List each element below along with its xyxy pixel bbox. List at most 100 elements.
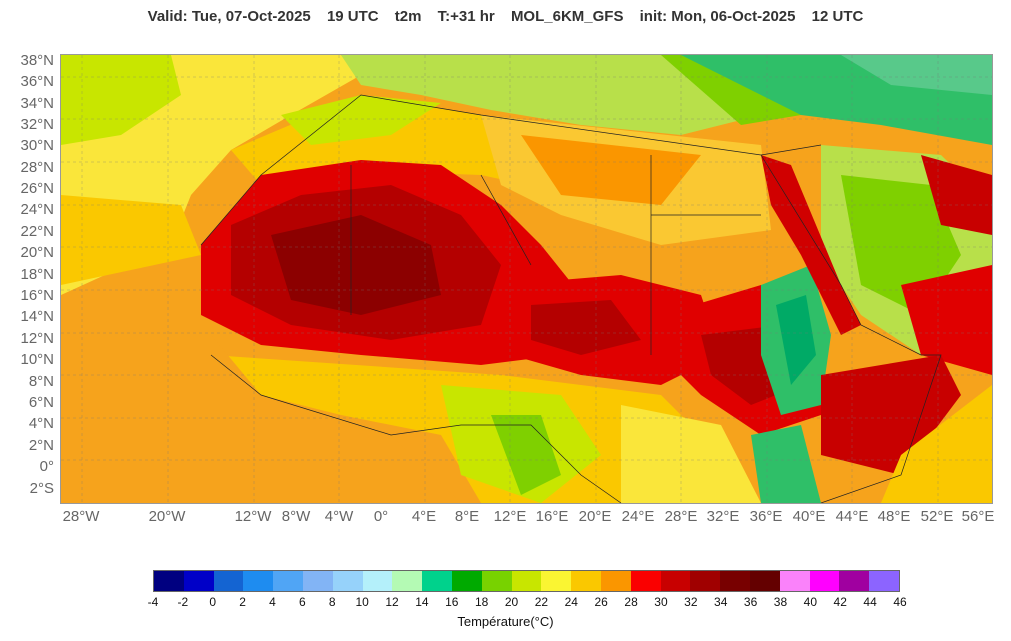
colorbar-swatch [302,571,333,591]
lat-label: 8°N [28,373,54,390]
colorbar-tick-label: 36 [743,595,758,609]
colorbar-swatch [690,571,721,591]
colorbar-swatch [183,571,214,591]
colorbar-swatch [332,571,363,591]
lat-label: 14°N [20,308,54,325]
lon-label: 20°E [578,508,612,525]
colorbar-swatch [481,571,512,591]
map-title: Valid: Tue, 07-Oct-2025 19 UTC t2m T:+31… [0,8,1011,25]
lon-label: 4°W [324,508,354,525]
lat-label: 28°N [20,159,54,176]
colorbar-swatch [809,571,840,591]
colorbar-tick-label: 30 [654,595,668,609]
colorbar-swatch [839,571,870,591]
colorbar-swatch [600,571,631,591]
lon-label: 32°E [706,508,740,525]
lon-label: 44°E [835,508,869,525]
lon-label: 48°E [877,508,911,525]
colorbar-swatch [869,571,899,591]
lat-label: 34°N [20,95,54,112]
init-hour: 12 UTC [811,8,864,25]
colorbar-swatch [630,571,661,591]
lat-label: 36°N [20,73,54,90]
colorbar-tick-label: 0 [209,595,217,609]
valid-time: Valid: Tue, 07-Oct-2025 [147,8,311,25]
lat-label: 20°N [20,244,54,261]
lon-label: 0° [373,508,389,525]
colorbar-tick-label: 42 [833,595,847,609]
lat-label: 4°N [28,415,54,432]
lat-label: 0° [39,458,54,475]
lon-label: 8°W [281,508,311,525]
colorbar-swatch [541,571,572,591]
lat-label: 30°N [20,137,54,154]
colorbar-tick-label: 44 [863,595,877,609]
colorbar-swatch [451,571,482,591]
colorbar-tick-label: 28 [624,595,638,609]
lon-label: 56°E [961,508,995,525]
lat-label: 22°N [20,223,54,240]
lead-time: T:+31 hr [437,8,495,25]
colorbar [153,570,900,592]
colorbar-tick-label: 22 [534,595,549,609]
colorbar-swatch [749,571,780,591]
colorbar-tick-label: 46 [893,595,907,609]
lat-label: 12°N [20,330,54,347]
colorbar-unit-label: Température(°C) [457,614,554,629]
lat-label: 10°N [20,351,54,368]
lat-label: 38°N [20,52,54,69]
colorbar-tick-label: 12 [385,595,399,609]
valid-hour: 19 UTC [326,8,379,25]
lon-label: 4°E [411,508,437,525]
colorbar-tick-label: 24 [564,595,578,609]
lon-label: 8°E [454,508,480,525]
colorbar-swatch [273,571,303,591]
lon-label: 12°E [493,508,527,525]
colorbar-swatch [422,571,452,591]
colorbar-swatch [243,571,274,591]
colorbar-tick-label: -4 [147,595,159,609]
colorbar-tick-label: 26 [594,595,608,609]
colorbar-tick-label: 40 [803,595,818,609]
colorbar-tick-label: 14 [415,595,429,609]
lat-label: 6°N [28,394,54,411]
lat-label: 2°S [29,480,54,497]
colorbar-tick-label: 8 [328,595,336,609]
colorbar-tick-label: 16 [445,595,459,609]
lat-label: 2°N [28,437,54,454]
lon-label: 28°W [62,508,100,525]
lon-label: 40°E [792,508,826,525]
colorbar-swatch [392,571,423,591]
lat-label: 16°N [20,287,54,304]
colorbar-tick-label: -2 [177,595,189,609]
lon-label: 36°E [749,508,783,525]
init-time: init: Mon, 06-Oct-2025 [639,8,796,25]
colorbar-tick-label: 34 [714,595,728,609]
map-canvas [61,55,992,503]
colorbar-swatch [660,571,691,591]
lon-label: 12°W [234,508,272,525]
colorbar-swatch [213,571,244,591]
lat-label: 18°N [20,266,54,283]
lon-label: 24°E [621,508,655,525]
colorbar-tick-label: 18 [474,595,489,609]
colorbar-swatch [779,571,810,591]
temperature-map[interactable] [60,54,993,504]
lat-label: 24°N [20,201,54,218]
lon-label: 16°E [535,508,569,525]
lon-label: 20°W [148,508,186,525]
colorbar-swatch [720,571,750,591]
colorbar-swatch [571,571,601,591]
colorbar-tick-label: 20 [504,595,519,609]
colorbar-tick-label: 4 [269,595,276,609]
colorbar-tick-label: 10 [355,595,369,609]
lon-label: 28°E [664,508,698,525]
colorbar-swatch [511,571,542,591]
model-name: MOL_6KM_GFS [510,8,624,25]
colorbar-swatch [154,571,184,591]
lon-label: 52°E [920,508,954,525]
lat-label: 26°N [20,180,54,197]
colorbar-tick-label: 6 [299,595,306,609]
parameter: t2m [394,8,422,25]
colorbar-tick-label: 2 [239,595,246,609]
